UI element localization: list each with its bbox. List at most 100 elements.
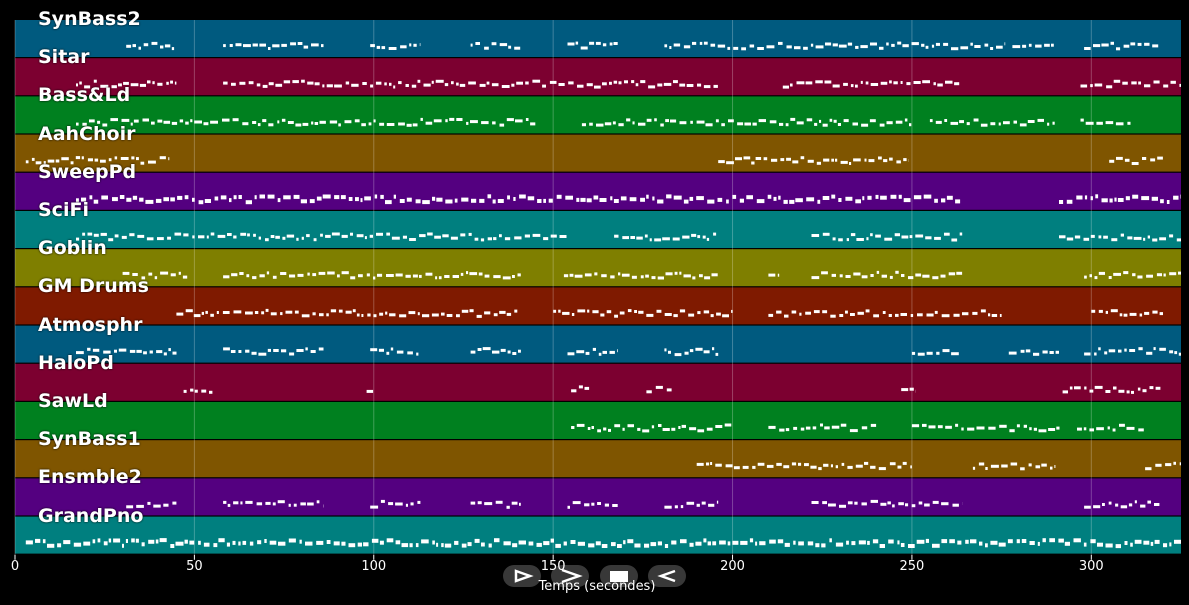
note (136, 349, 142, 353)
note (1052, 121, 1055, 125)
note (880, 81, 888, 85)
note (1173, 461, 1176, 465)
note (201, 311, 204, 315)
note (1093, 44, 1101, 48)
note (1074, 235, 1081, 239)
note (978, 462, 985, 466)
note (1147, 235, 1150, 239)
note (767, 194, 772, 199)
note (153, 504, 161, 508)
note (823, 158, 830, 162)
note (841, 462, 845, 466)
note (275, 83, 283, 87)
note (766, 464, 774, 468)
note (800, 156, 805, 160)
note (268, 47, 271, 50)
note (163, 120, 171, 124)
note (518, 349, 521, 353)
note (184, 539, 188, 544)
note (1124, 158, 1130, 162)
note (883, 159, 888, 163)
note (817, 199, 821, 204)
note (1152, 238, 1158, 242)
note (406, 123, 412, 127)
back-button[interactable] (648, 565, 686, 587)
note (603, 427, 607, 431)
note (425, 272, 433, 276)
note (356, 234, 364, 238)
track-lane-background (15, 402, 1181, 439)
note (620, 196, 627, 201)
note (657, 199, 664, 204)
forward-button[interactable] (551, 565, 589, 587)
note (922, 423, 927, 427)
note (1094, 83, 1103, 87)
note (666, 194, 672, 199)
note (928, 425, 936, 429)
note (542, 84, 546, 88)
note (990, 122, 996, 126)
note (847, 465, 853, 469)
note (941, 502, 949, 506)
play-button[interactable] (503, 565, 541, 587)
note (690, 120, 693, 124)
note (507, 195, 510, 200)
note (320, 233, 323, 237)
note (611, 542, 616, 547)
note (267, 348, 271, 352)
note (879, 544, 885, 548)
note (141, 276, 146, 280)
note (413, 43, 417, 47)
note (798, 462, 802, 466)
stop-button[interactable] (600, 565, 638, 587)
note (666, 388, 672, 392)
note (662, 237, 670, 241)
note (488, 543, 492, 548)
track-lane (15, 402, 1181, 439)
note (1166, 200, 1170, 204)
note (984, 43, 989, 47)
note (245, 200, 252, 205)
note (967, 427, 975, 431)
note (295, 123, 302, 127)
track-lane-background (15, 516, 1181, 554)
note (133, 119, 139, 123)
note (233, 501, 239, 505)
note (786, 45, 792, 49)
note (258, 236, 261, 240)
note (500, 348, 506, 352)
note (785, 123, 789, 127)
note (42, 539, 46, 544)
note (891, 43, 895, 47)
note (627, 539, 634, 544)
note (311, 121, 314, 125)
note (1064, 541, 1070, 546)
note (555, 543, 561, 548)
note (609, 42, 613, 46)
note (322, 194, 331, 199)
note (689, 542, 694, 547)
note (240, 501, 243, 505)
note (818, 467, 822, 471)
note (732, 194, 737, 199)
note (450, 236, 458, 240)
note (307, 272, 310, 276)
note (673, 43, 681, 47)
note (1138, 347, 1143, 351)
note (979, 541, 983, 546)
note (444, 543, 452, 548)
note (829, 538, 832, 543)
note (697, 311, 701, 315)
note (910, 314, 914, 317)
note (621, 273, 630, 277)
note (163, 197, 169, 202)
note (281, 43, 287, 47)
note (572, 501, 581, 505)
note (1022, 44, 1027, 48)
note (543, 237, 549, 241)
note (861, 502, 867, 506)
note (550, 538, 554, 543)
note (466, 121, 469, 125)
note (744, 122, 751, 126)
note (137, 234, 145, 238)
